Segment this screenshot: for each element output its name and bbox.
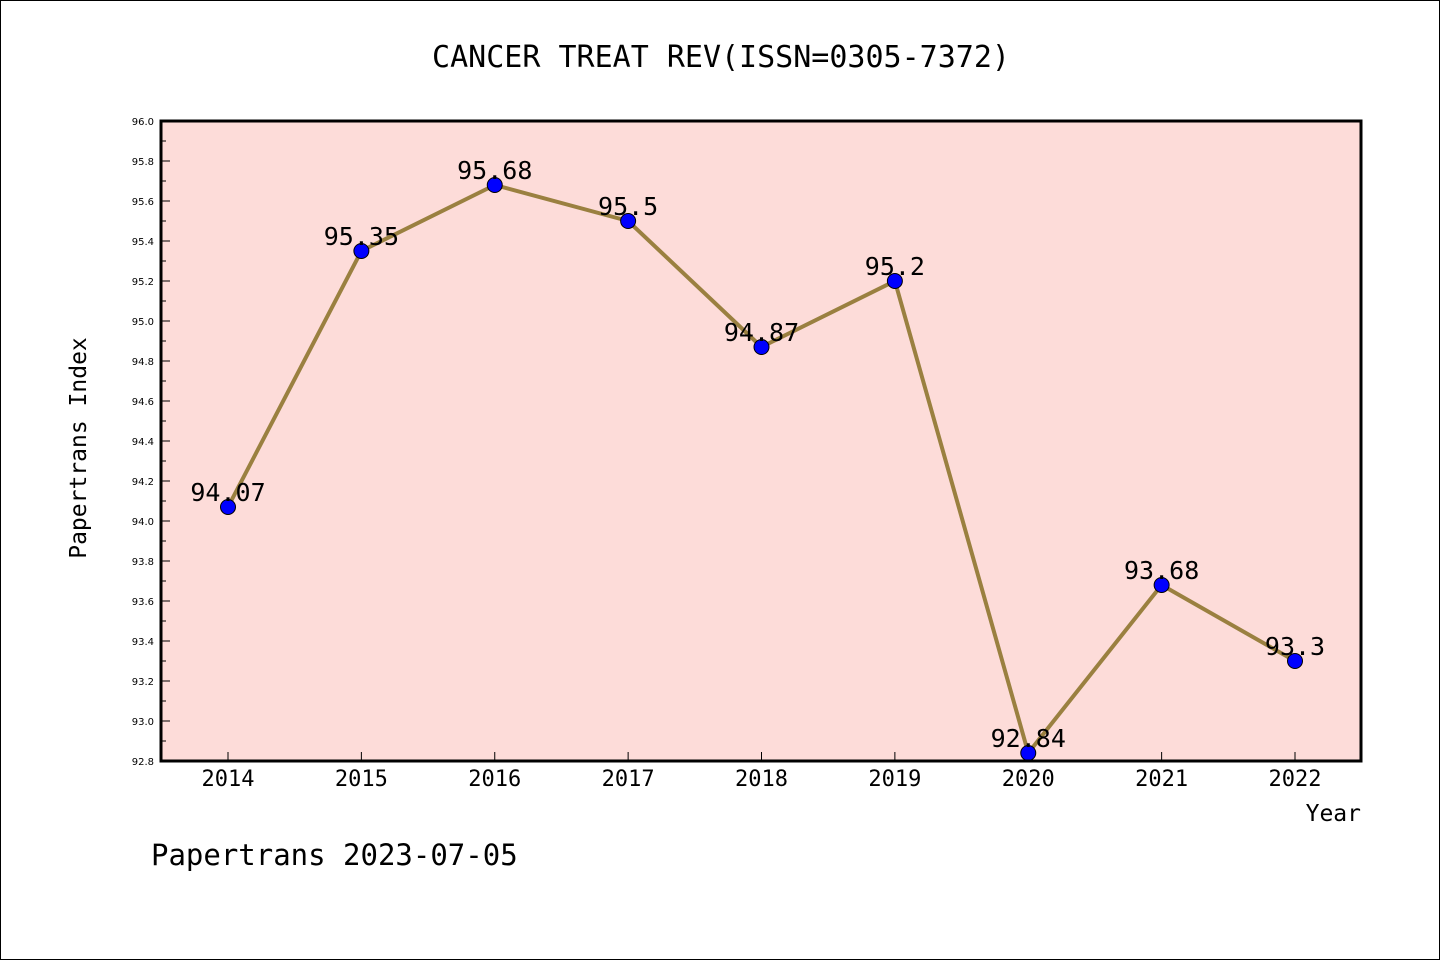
x-tick-label: 2016 xyxy=(468,767,521,792)
y-tick-label: 93.8 xyxy=(132,557,154,568)
x-tick-label: 2015 xyxy=(335,767,388,792)
y-tick-label: 92.8 xyxy=(132,757,154,768)
data-label: 94.07 xyxy=(190,478,265,507)
data-point xyxy=(620,213,637,229)
data-label: 95.68 xyxy=(457,156,532,185)
data-label: 92.84 xyxy=(991,724,1066,753)
y-tick-label: 94.2 xyxy=(132,477,154,488)
y-tick-label: 95.8 xyxy=(132,157,154,168)
data-label: 94.87 xyxy=(724,318,799,347)
y-tick-label: 93.6 xyxy=(132,597,154,608)
footer-credit: Papertrans 2023-07-05 xyxy=(151,838,518,872)
x-axis-label: Year xyxy=(1306,801,1361,827)
data-point xyxy=(886,273,903,289)
y-tick-label: 94.8 xyxy=(132,357,154,368)
y-tick-label: 94.6 xyxy=(132,397,154,408)
x-tick-label: 2017 xyxy=(602,767,655,792)
plot-border xyxy=(159,119,1363,763)
y-tick-label: 93.4 xyxy=(132,637,154,648)
y-axis-ticks: 92.8 93.0 93.2 93.4 93.6 93.8 94.0 94.2 94.4 94.6… xyxy=(132,117,170,768)
data-label: 93.3 xyxy=(1265,632,1325,661)
y-tick-label: 93.0 xyxy=(132,717,154,728)
x-axis-ticks: 2014 2015 2016 2017 2018 2019 2020 2021 2022 xyxy=(202,752,1322,792)
data-point xyxy=(1287,653,1303,669)
data-label: 95.5 xyxy=(598,192,658,221)
data-label: 95.2 xyxy=(865,252,925,281)
plot-area xyxy=(161,121,1361,761)
data-point xyxy=(486,177,503,193)
y-tick-label: 94.4 xyxy=(132,437,154,448)
y-tick-label: 96.0 xyxy=(132,117,154,128)
x-tick-label: 2018 xyxy=(735,767,788,792)
y-tick-label: 95.4 xyxy=(132,237,154,248)
data-label: 95.35 xyxy=(324,222,399,251)
data-point xyxy=(353,243,370,259)
y-tick-label: 95.0 xyxy=(132,317,154,328)
data-point xyxy=(220,499,236,515)
chart-title: CANCER TREAT REV(ISSN=0305-7372) xyxy=(432,40,1010,75)
x-tick-label: 2019 xyxy=(868,767,921,792)
y-axis-label: Papertrans Index xyxy=(66,337,92,559)
x-tick-label: 2014 xyxy=(202,767,255,792)
x-tick-label: 2021 xyxy=(1135,767,1188,792)
data-point xyxy=(1153,577,1170,593)
y-tick-label: 93.2 xyxy=(132,677,154,688)
x-tick-label: 2020 xyxy=(1002,767,1055,792)
series xyxy=(220,177,1303,761)
data-labels: 94.07 95.35 95.68 95.5 94.87 95.2 92.84 93.68 93… xyxy=(190,156,1325,753)
y-tick-label: 95.6 xyxy=(132,197,154,208)
data-point xyxy=(753,339,770,355)
y-tick-label: 95.2 xyxy=(132,277,154,288)
x-tick-label: 2022 xyxy=(1269,767,1322,792)
data-label: 93.68 xyxy=(1124,556,1199,585)
y-tick-label: 94.0 xyxy=(132,517,154,528)
